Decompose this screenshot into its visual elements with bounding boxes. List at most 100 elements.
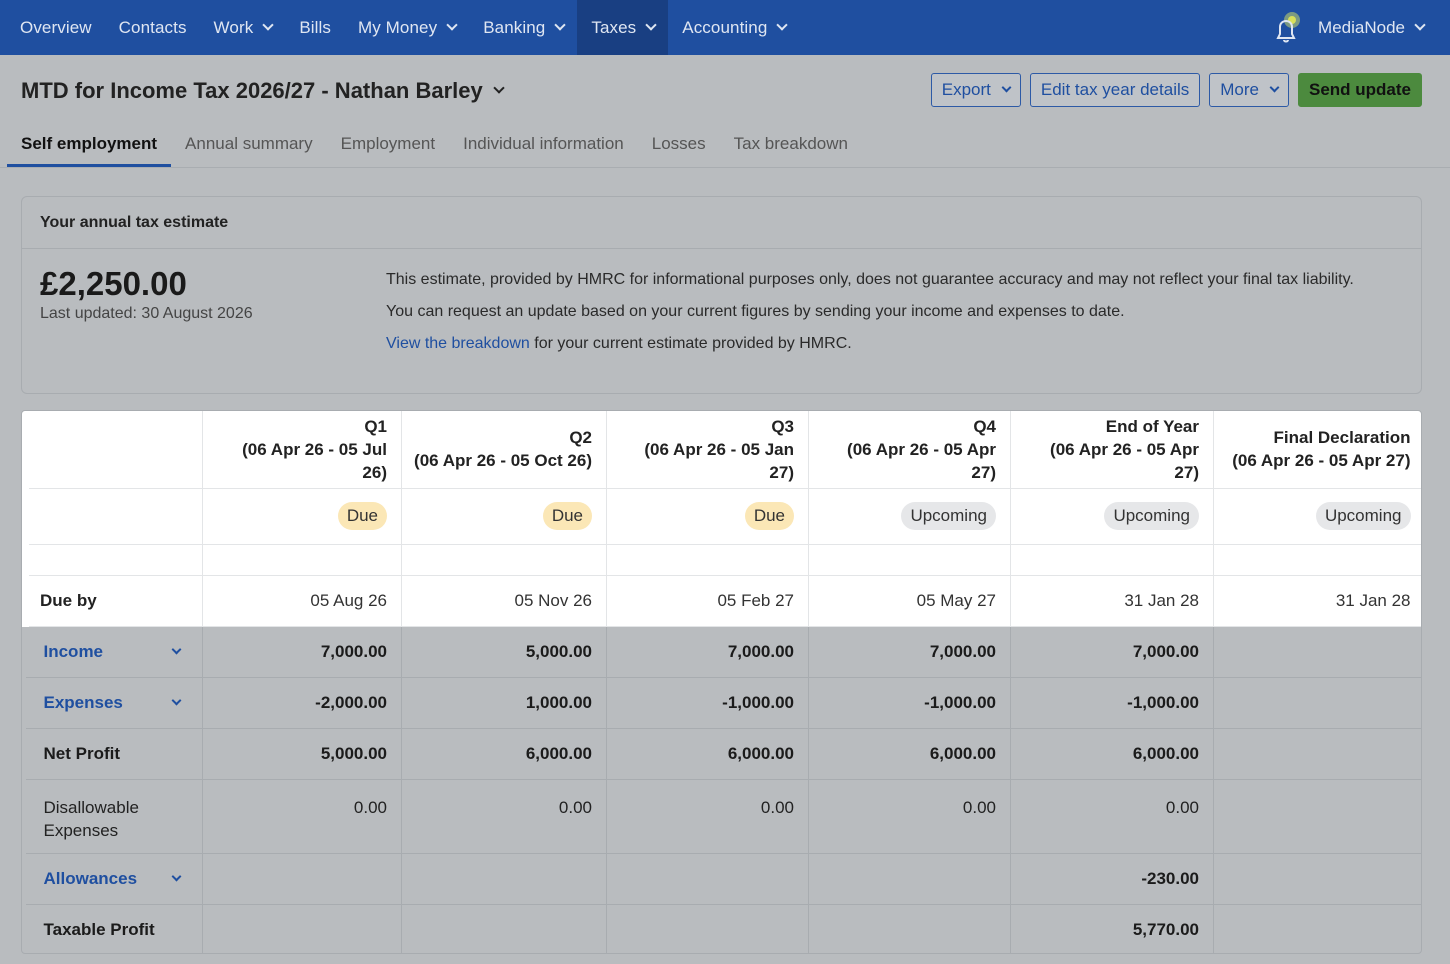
nav-overview[interactable]: Overview bbox=[0, 0, 105, 55]
table-cell: 0.00 bbox=[1010, 779, 1214, 854]
table-cell bbox=[1010, 544, 1214, 576]
column-header-q3: Q3 (06 Apr 26 - 05 Jan 27) bbox=[606, 411, 809, 489]
table-cell bbox=[1213, 544, 1421, 576]
chevron-down-icon bbox=[262, 19, 274, 31]
table-cell bbox=[202, 544, 402, 576]
org-switcher[interactable]: MediaNode bbox=[1318, 18, 1450, 38]
table-cell bbox=[606, 904, 809, 953]
estimate-breakdown-line: View the breakdown for your current esti… bbox=[386, 333, 1386, 355]
due-date: 05 Feb 27 bbox=[606, 575, 809, 627]
table-cell: Upcoming bbox=[1010, 488, 1214, 545]
allowances-toggle[interactable]: Allowances bbox=[25, 853, 203, 905]
nav-bills[interactable]: Bills bbox=[285, 0, 344, 55]
row-label: Allowances bbox=[43, 868, 138, 888]
nav-work[interactable]: Work bbox=[200, 0, 286, 55]
tab-bar: Self employment Annual summary Employmen… bbox=[7, 134, 862, 167]
nav-my-money[interactable]: My Money bbox=[344, 0, 469, 55]
table-cell bbox=[401, 904, 607, 953]
table-cell: Due bbox=[202, 488, 402, 545]
table-cell: 1,000.00 bbox=[401, 677, 607, 729]
allowances-row: Allowances -230.00 bbox=[25, 853, 1421, 905]
chevron-down-icon bbox=[776, 19, 789, 31]
chevron-down-icon bbox=[171, 644, 182, 654]
spacer-row bbox=[22, 544, 1421, 576]
table-cell bbox=[1213, 728, 1421, 780]
edit-tax-year-button[interactable]: Edit tax year details bbox=[1029, 73, 1201, 107]
expenses-toggle[interactable]: Expenses bbox=[25, 677, 203, 729]
column-range: (06 Apr 26 - 05 Apr 27) bbox=[1232, 451, 1411, 471]
chevron-down-icon bbox=[171, 871, 182, 881]
table-cell: 6,000.00 bbox=[606, 728, 809, 780]
table-cell: 0.00 bbox=[401, 779, 607, 854]
nav-banking[interactable]: Banking bbox=[469, 0, 577, 55]
table-cell bbox=[202, 853, 402, 905]
table-cell bbox=[401, 853, 607, 905]
nav-taxes[interactable]: Taxes bbox=[577, 0, 669, 55]
status-badge: Upcoming bbox=[1104, 502, 1199, 530]
column-range: (06 Apr 26 - 05 Jul 26) bbox=[242, 439, 387, 482]
tab-tax-breakdown[interactable]: Tax breakdown bbox=[733, 134, 848, 153]
table-cell bbox=[22, 544, 203, 576]
tab-losses[interactable]: Losses bbox=[651, 134, 706, 153]
estimate-request-info: You can request an update based on your … bbox=[386, 303, 1125, 320]
obligations-table: Q1 (06 Apr 26 - 05 Jul 26) Q2 (06 Apr 26 -… bbox=[21, 410, 1422, 954]
estimate-description: This estimate, provided by HMRC for info… bbox=[386, 269, 1386, 365]
column-range: (06 Apr 26 - 05 Oct 26) bbox=[414, 451, 592, 471]
table-cell bbox=[808, 544, 1011, 576]
send-update-button[interactable]: Send update bbox=[1297, 73, 1422, 107]
header-actions: Export Edit tax year details More Send u… bbox=[930, 73, 1422, 107]
nav-label: Contacts bbox=[118, 17, 187, 37]
page-title[interactable]: MTD for Income Tax 2026/27 - Nathan Barl… bbox=[21, 78, 505, 104]
page-header: MTD for Income Tax 2026/27 - Nathan Barl… bbox=[0, 55, 1450, 168]
table-cell bbox=[202, 904, 402, 953]
row-label: Due by bbox=[22, 575, 203, 627]
table-cell: 5,000.00 bbox=[202, 728, 402, 780]
net-profit-row: Net Profit 5,000.00 6,000.00 6,000.00 6,… bbox=[25, 728, 1421, 780]
estimate-amount: £2,250.00 bbox=[40, 265, 187, 302]
chevron-down-icon bbox=[1269, 82, 1280, 93]
tab-self-employment[interactable]: Self employment bbox=[7, 134, 172, 167]
estimate-disclaimer: This estimate, provided by HMRC for info… bbox=[386, 271, 1354, 288]
due-by-row: Due by 05 Aug 26 05 Nov 26 05 Feb 27 05 … bbox=[22, 575, 1421, 627]
table-cell bbox=[1213, 779, 1421, 854]
org-name: MediaNode bbox=[1318, 17, 1405, 37]
table-cell bbox=[808, 904, 1011, 953]
view-breakdown-link[interactable]: View the breakdown bbox=[386, 335, 530, 352]
row-label: Disallowable Expenses bbox=[25, 779, 203, 854]
export-button[interactable]: Export bbox=[930, 73, 1021, 107]
column-title: Q1 bbox=[364, 416, 387, 436]
tab-annual-summary[interactable]: Annual summary bbox=[185, 134, 313, 153]
due-date: 05 Aug 26 bbox=[202, 575, 402, 627]
tab-employment[interactable]: Employment bbox=[340, 134, 436, 153]
row-label: Income bbox=[43, 641, 104, 661]
disallowable-expenses-row: Disallowable Expenses 0.00 0.00 0.00 0.0… bbox=[25, 779, 1421, 854]
due-date: 31 Jan 28 bbox=[1010, 575, 1214, 627]
expenses-row: Expenses -2,000.00 1,000.00 -1,000.00 -1… bbox=[25, 677, 1421, 729]
table-cell: 7,000.00 bbox=[606, 626, 809, 678]
column-header-final-declaration: Final Declaration (06 Apr 26 - 05 Apr 27) bbox=[1213, 411, 1421, 489]
breakdown-suffix: for your current estimate provided by HM… bbox=[529, 335, 852, 352]
table-cell: -1,000.00 bbox=[606, 677, 809, 729]
export-label: Export bbox=[941, 80, 991, 99]
income-toggle[interactable]: Income bbox=[25, 626, 203, 678]
nav-contacts[interactable]: Contacts bbox=[105, 0, 200, 55]
nav-label: My Money bbox=[357, 17, 438, 37]
table-cell: Due bbox=[401, 488, 607, 545]
table-cell: Upcoming bbox=[1213, 488, 1421, 545]
table-corner bbox=[22, 411, 203, 489]
tab-individual-information[interactable]: Individual information bbox=[463, 134, 624, 153]
nav-accounting[interactable]: Accounting bbox=[668, 0, 799, 55]
due-date: 05 Nov 26 bbox=[401, 575, 607, 627]
table-cell: 7,000.00 bbox=[202, 626, 402, 678]
chevron-down-icon bbox=[171, 695, 182, 705]
more-button[interactable]: More bbox=[1209, 73, 1289, 107]
edit-label: Edit tax year details bbox=[1040, 80, 1190, 99]
table-cell bbox=[1213, 626, 1421, 678]
due-date: 05 May 27 bbox=[808, 575, 1011, 627]
row-label: Taxable Profit bbox=[25, 904, 203, 953]
top-nav: Overview Contacts Work Bills My Money Ba… bbox=[0, 0, 1450, 55]
nav-label: Overview bbox=[20, 17, 92, 37]
bell-icon[interactable] bbox=[1266, 8, 1306, 48]
column-title: Q2 bbox=[569, 428, 592, 448]
column-title: Q3 bbox=[771, 416, 794, 436]
